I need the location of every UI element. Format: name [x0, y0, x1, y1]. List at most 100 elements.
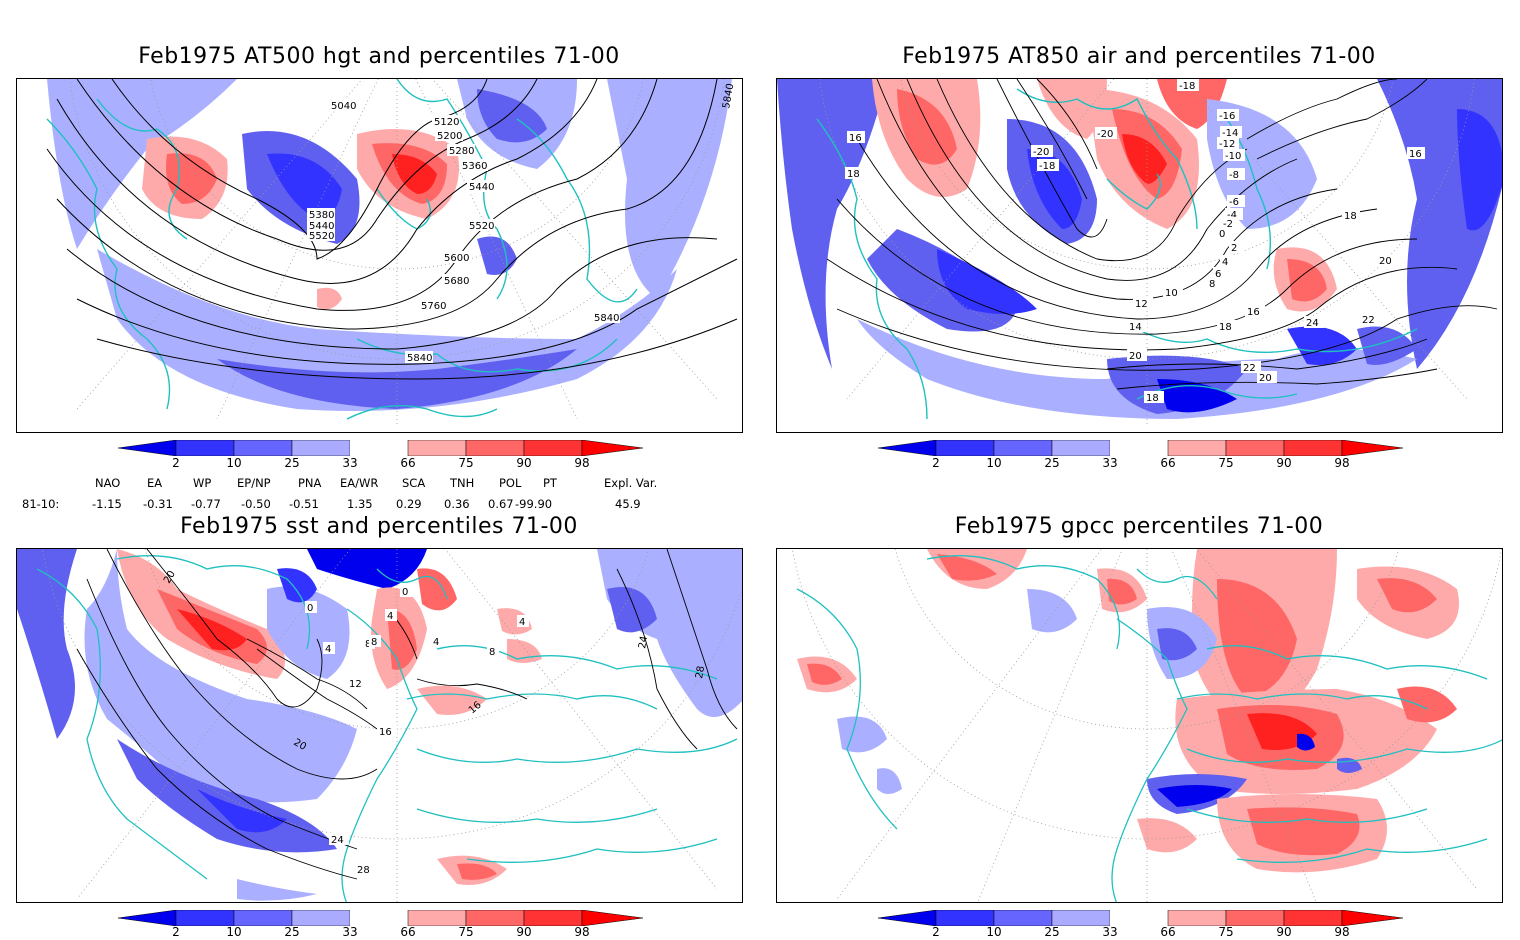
contour-label: 16 [849, 133, 862, 144]
contour-label: 18 [1344, 211, 1357, 222]
colorbar-label: 25 [1044, 925, 1060, 939]
map-air850: -18 -16 -14 -12 -10 -8 -6 -4 -2 0 2 4 6 … [777, 79, 1502, 432]
colorbar-label: 90 [516, 925, 532, 939]
colorbar-label: 98 [574, 456, 590, 470]
index-header: WP [193, 476, 212, 490]
contour-label: -20 [1033, 147, 1049, 158]
colorbar-swatches [877, 439, 1404, 457]
index-header: Expl. Var. [604, 476, 658, 490]
index-value: 0.36 [444, 497, 470, 511]
contour-label: 5600 [444, 253, 469, 264]
colorbar-label: 75 [458, 925, 474, 939]
contour-label: 22 [1362, 315, 1375, 326]
colorbar-label: 2 [932, 456, 940, 470]
colorbar-top-right: 2 10 25 33 66 75 90 98 [877, 439, 1404, 470]
contour-label: 4 [387, 611, 393, 622]
colorbar-label: 98 [574, 925, 590, 939]
index-value: 1.35 [347, 497, 373, 511]
contour-label: 14 [1129, 322, 1142, 333]
contour-label: 18 [1219, 322, 1232, 333]
index-header: NAO [95, 476, 121, 490]
contour-label: 5380 [309, 210, 334, 221]
contour-label: -8 [1229, 170, 1239, 181]
contour-label: 0 [1219, 229, 1225, 240]
colorbar-bottom-right: 2 10 25 33 66 75 90 98 [877, 909, 1404, 940]
panel-title-air850: Feb1975 AT850 air and percentiles 71-00 [902, 44, 1376, 69]
contour-label: 5840 [721, 83, 736, 110]
contour-label: -20 [1097, 129, 1113, 140]
contour-label: 5840 [407, 353, 432, 364]
panel-title-hgt500: Feb1975 AT500 hgt and percentiles 71-00 [138, 44, 620, 69]
colorbar-label: 98 [1334, 456, 1350, 470]
colorbar-label: 10 [226, 456, 242, 470]
colorbar-bottom-left: 2 10 25 33 66 75 90 98 [117, 909, 644, 940]
contour-label: 20 [1259, 373, 1272, 384]
contour-label: 5520 [469, 221, 494, 232]
colorbar-label: 90 [516, 456, 532, 470]
contour-label: 8 [1209, 279, 1215, 290]
contour-label: 6 [1215, 269, 1221, 280]
colorbar-label: 90 [1276, 925, 1292, 939]
map-gpcc [777, 549, 1502, 902]
map-panel-air850: -18 -16 -14 -12 -10 -8 -6 -4 -2 0 2 4 6 … [776, 78, 1503, 433]
index-value: -99.90 [515, 497, 553, 511]
contour-label: 24 [637, 635, 650, 649]
colorbar-label: 25 [284, 925, 300, 939]
colorbar-swatches [117, 439, 644, 457]
colorbar-label: 33 [342, 456, 358, 470]
index-header: POL [499, 476, 522, 490]
colorbar-label: 66 [1160, 456, 1176, 470]
colorbar-label: 33 [1102, 456, 1118, 470]
contour-label: -2 [1223, 219, 1233, 230]
map-panel-gpcc [776, 548, 1503, 903]
index-header: SCA [402, 476, 426, 490]
contour-label: 8 [371, 637, 377, 648]
contour-label: 5120 [434, 117, 459, 128]
contour-label: 20 [1379, 256, 1392, 267]
index-value: -1.15 [92, 497, 122, 511]
colorbar-label: 25 [1044, 456, 1060, 470]
index-value: 0.67 [488, 497, 514, 511]
contour-label: 5760 [421, 301, 446, 312]
index-value: -0.50 [241, 497, 271, 511]
colorbar-swatches [117, 909, 644, 927]
index-header: PNA [298, 476, 322, 490]
colorbar-swatches [877, 909, 1404, 927]
contour-label: -6 [1229, 197, 1239, 208]
index-value: -0.51 [289, 497, 319, 511]
map-panel-hgt500: 5040 5120 5200 5280 5360 5440 5520 5600 … [16, 78, 743, 433]
colorbar-label: 66 [400, 925, 416, 939]
contour-label: 5280 [449, 146, 474, 157]
contour-label: 0 [307, 603, 313, 614]
contour-label: 16 [1409, 149, 1422, 160]
index-value: 45.9 [615, 497, 641, 511]
contour-label: 8 [365, 639, 371, 650]
contour-label: 10 [1165, 288, 1178, 299]
index-header: EP/NP [237, 476, 271, 490]
contour-label: 24 [331, 835, 344, 846]
index-value: -0.77 [191, 497, 221, 511]
contour-label: 4 [1222, 257, 1228, 268]
colorbar-label: 10 [986, 925, 1002, 939]
contour-label: 5040 [331, 101, 356, 112]
index-value: -0.31 [143, 497, 173, 511]
index-row-label: 81-10: [22, 497, 60, 511]
contour-label: 18 [847, 169, 860, 180]
contour-label: 24 [1306, 318, 1319, 329]
contour-label: 4 [433, 637, 439, 648]
colorbar-label: 2 [172, 925, 180, 939]
index-header: EA [147, 476, 163, 490]
contour-label: -18 [1039, 161, 1055, 172]
contour-label: 16 [1247, 307, 1260, 318]
colorbar-label: 10 [986, 456, 1002, 470]
colorbar-label: 90 [1276, 456, 1292, 470]
contour-label: 28 [357, 865, 370, 876]
colorbar-label: 2 [932, 925, 940, 939]
colorbar-label: 33 [342, 925, 358, 939]
contour-label: 4 [519, 617, 525, 628]
colorbar-label: 75 [1218, 456, 1234, 470]
contour-label: 8 [489, 647, 495, 658]
contour-label: -10 [1225, 151, 1241, 162]
index-header: PT [543, 476, 557, 490]
map-panel-sst: 20 0 4 8 12 16 20 24 28 4 8 4 0 16 8 4 2… [16, 548, 743, 903]
